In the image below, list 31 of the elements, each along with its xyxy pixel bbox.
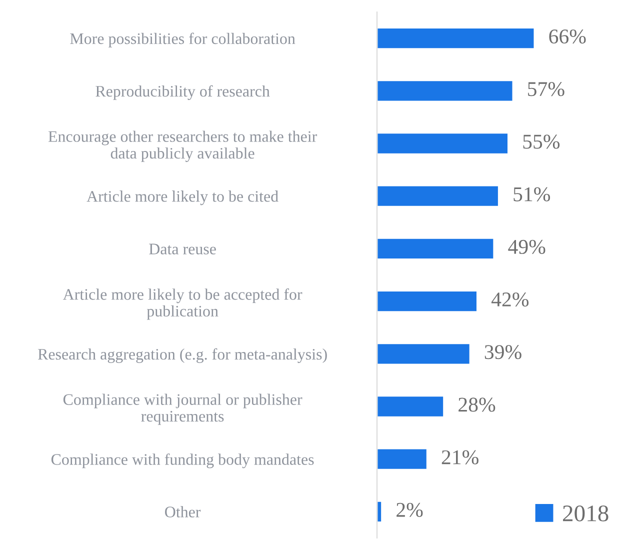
bar [377,27,536,50]
y-tick-label: Research aggregation (e.g. for meta-analysis) [38,348,327,363]
data-label: 28% [458,398,496,412]
data-label: 51% [514,187,550,202]
y-tick-label: Article more likely to be accepted for publication [62,288,302,320]
y-tick-label: Encourage other researchers to make their data publicly available [48,130,317,162]
bar [377,237,495,260]
data-label: 55% [523,134,560,149]
bar [377,395,444,418]
bar [377,290,478,313]
bar [377,342,471,366]
data-label: 2% [396,502,423,517]
bar [377,132,509,155]
y-tick-label: Compliance with funding body mandates [51,453,314,468]
bar [377,184,500,208]
y-tick-label: More possibilities for collaboration [70,32,296,48]
bar [377,448,428,470]
bar [377,500,382,523]
data-label: 57% [528,82,564,96]
data-label: 42% [491,292,529,307]
data-label: 49% [508,240,546,254]
data-label: 39% [484,345,522,360]
data-label: 66% [549,29,586,44]
y-tick-label: Compliance with journal or publisher requirements [63,394,302,425]
legend-label: 2018 [563,505,608,522]
bar [377,80,514,102]
y-tick-label: Other [165,506,201,518]
data-label: 21% [442,450,478,464]
y-tick-label: Data reuse [149,244,216,254]
y-tick-label: Reproducibility of research [96,85,270,100]
y-tick-label: Article more likely to be cited [86,190,278,206]
